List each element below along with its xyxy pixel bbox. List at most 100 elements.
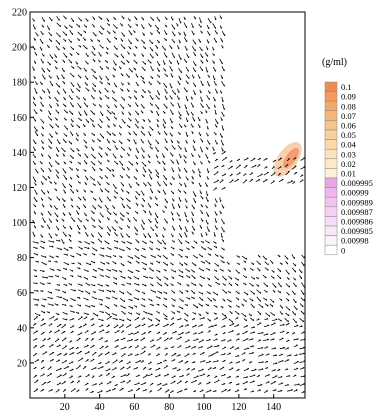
vector-arrow — [61, 147, 66, 153]
vector-arrowhead — [280, 375, 283, 378]
vector-arrow — [178, 233, 182, 238]
vector-arrow — [63, 125, 68, 130]
vector-arrow — [84, 175, 89, 181]
vector-arrowhead — [208, 241, 210, 244]
vector-arrow — [221, 173, 227, 177]
vector-arrow — [77, 65, 82, 70]
vector-arrow — [54, 338, 60, 343]
vector-arrow — [83, 345, 89, 348]
vector-arrow — [193, 51, 196, 57]
vector-arrow — [114, 339, 120, 342]
vector-arrowhead — [154, 256, 156, 258]
vector-arrow — [192, 191, 197, 197]
vector-arrow — [34, 359, 40, 363]
vector-arrowhead — [238, 360, 241, 363]
vector-arrowhead — [166, 318, 168, 320]
vector-arrowhead — [93, 284, 96, 287]
vector-arrow — [176, 354, 181, 357]
vector-arrow — [186, 297, 191, 300]
vector-arrow — [163, 297, 167, 301]
vector-arrowhead — [108, 242, 110, 245]
vector-arrow — [46, 25, 50, 31]
vector-arrow — [99, 44, 104, 49]
vector-arrow — [157, 131, 161, 135]
vector-arrowhead — [138, 313, 141, 316]
vector-arrow — [162, 123, 166, 129]
vector-arrow — [191, 380, 197, 384]
vector-arrow — [128, 117, 132, 122]
vector-arrow — [33, 388, 39, 393]
vector-arrow — [33, 146, 36, 152]
vector-arrow — [176, 95, 180, 100]
vector-arrow — [98, 152, 103, 158]
vector-arrow — [250, 157, 256, 162]
vector-arrowhead — [261, 368, 264, 370]
vector-arrow — [272, 354, 277, 357]
vector-arrowhead — [266, 317, 269, 320]
vector-arrow — [177, 45, 180, 50]
vector-arrow — [56, 247, 62, 251]
legend-label: 0.01 — [341, 169, 356, 179]
vector-arrow — [271, 369, 276, 372]
vector-arrow — [277, 282, 282, 288]
vector-arrow — [69, 347, 74, 350]
vector-arrow — [150, 75, 154, 80]
vector-arrow — [170, 101, 174, 107]
vector-arrow — [183, 154, 187, 159]
vector-arrow — [62, 231, 67, 237]
vector-arrow — [61, 276, 67, 280]
vector-arrowhead — [101, 298, 103, 301]
vector-arrow — [171, 297, 176, 302]
vector-arrowhead — [116, 297, 118, 300]
legend-label: 0.00998 — [341, 236, 369, 246]
vector-arrow — [148, 23, 152, 28]
y-tick-label: 160 — [12, 113, 27, 124]
vector-arrow — [76, 224, 81, 230]
vector-arrow — [301, 282, 305, 288]
vector-arrow — [99, 111, 104, 117]
vector-arrow — [61, 381, 66, 385]
vector-arrow — [120, 182, 125, 187]
vector-arrow — [56, 296, 62, 299]
vector-arrowhead — [185, 388, 188, 390]
vector-arrow — [98, 289, 105, 292]
vector-arrow — [127, 217, 131, 223]
vector-arrowhead — [222, 149, 224, 152]
vector-arrow — [279, 311, 283, 315]
vector-arrow — [40, 240, 46, 244]
vector-arrow — [270, 180, 275, 184]
vector-arrow — [177, 281, 182, 286]
vector-arrowhead — [95, 269, 97, 272]
vector-arrowhead — [80, 263, 82, 265]
vector-arrow — [197, 74, 201, 79]
vector-arrowhead — [297, 383, 300, 385]
vector-arrowhead — [94, 291, 96, 293]
vector-arrow — [156, 269, 161, 273]
vector-arrow — [61, 337, 67, 342]
vector-arrowhead — [208, 268, 211, 271]
vector-arrow — [221, 346, 227, 350]
vector-arrowhead — [71, 269, 74, 272]
vector-arrow — [112, 140, 116, 144]
vector-arrow — [243, 291, 249, 296]
vector-arrow — [148, 81, 152, 86]
vector-arrow — [92, 16, 95, 21]
vector-arrow — [141, 154, 145, 159]
vector-arrow — [264, 289, 268, 293]
vector-arrowhead — [71, 305, 73, 307]
vector-arrowhead — [253, 277, 256, 280]
vector-arrow — [120, 196, 124, 201]
legend-label: 0.009987 — [341, 207, 373, 217]
vector-arrow — [98, 51, 102, 57]
vector-arrow — [154, 374, 161, 378]
vector-arrow — [82, 44, 88, 50]
vector-arrow — [62, 290, 67, 294]
y-tick-label: 140 — [12, 148, 27, 159]
vector-arrowhead — [138, 290, 140, 293]
vector-arrowhead — [215, 333, 218, 335]
highlight-core — [282, 147, 299, 169]
vector-arrow — [134, 210, 139, 214]
vector-arrow — [63, 15, 67, 20]
vector-arrowhead — [181, 271, 184, 273]
vector-arrow — [128, 332, 134, 336]
